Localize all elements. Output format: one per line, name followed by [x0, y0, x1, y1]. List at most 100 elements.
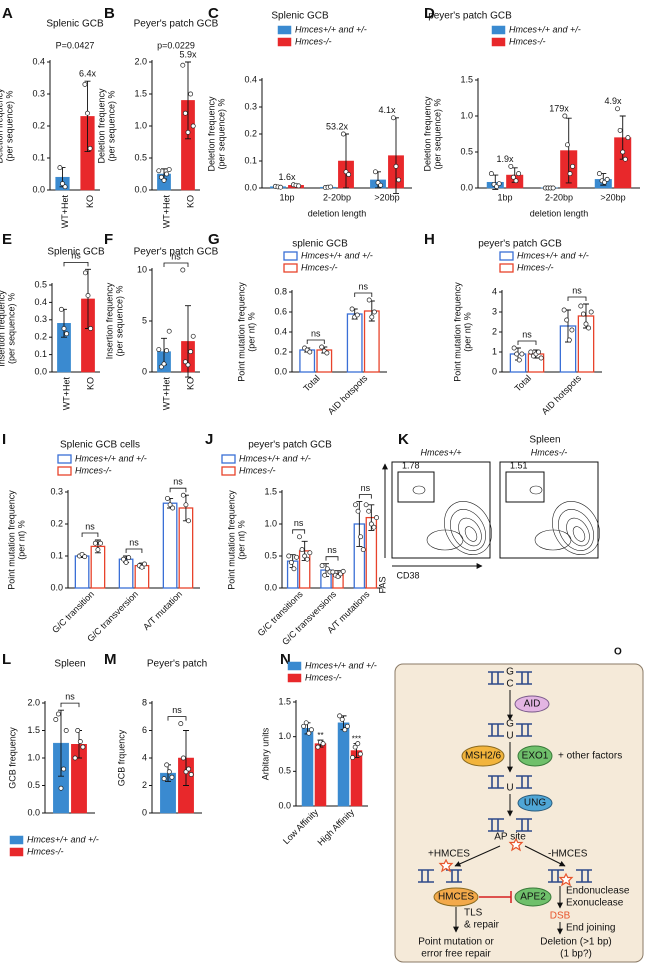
significance-bracket: [169, 487, 187, 493]
gate: [505, 471, 545, 503]
data-point: [378, 182, 384, 188]
significance-label: ns: [358, 281, 368, 291]
bar: [299, 349, 316, 373]
note: + other factors: [558, 751, 622, 762]
y-tick-label: 0.3: [244, 101, 257, 111]
x-tick-label: Total: [513, 373, 534, 394]
diagram-frame: [394, 663, 644, 963]
error-bar: [356, 501, 363, 547]
y-tick-label: 0.0: [460, 182, 473, 192]
data-point: [164, 348, 170, 354]
flow-panel: K Spleen Hmces+/+ Hmces-/- 1.78 1.51 FAS…: [377, 431, 600, 594]
panel-letter: A: [2, 5, 13, 22]
data-point: [488, 171, 494, 177]
y-tick-label: 1.0: [264, 518, 277, 528]
legend-label: Hmces-/-: [517, 262, 554, 272]
data-point: [344, 723, 350, 729]
legend-label: Hmces-/-: [301, 262, 338, 272]
data-point: [528, 349, 534, 355]
y-tick-label: 0.5: [134, 152, 147, 162]
data-point: [170, 505, 176, 511]
bar: [74, 555, 90, 589]
arrow: [524, 845, 566, 867]
legend-swatch: [277, 37, 292, 47]
significance-stars: ***: [352, 735, 361, 744]
legend-label: Hmces-/-: [239, 465, 276, 475]
flow-frame: [391, 461, 491, 559]
y-axis-label: FAS: [377, 576, 387, 593]
fold-label: 53.2x: [326, 121, 349, 131]
y-axis-label: Deletion frequency: [0, 88, 4, 164]
y-tick-label: 0.5: [27, 780, 40, 790]
data-point: [53, 717, 59, 722]
data-point: [185, 362, 191, 368]
panel-letter: E: [2, 231, 12, 248]
site-label: AP site: [494, 832, 526, 843]
legend-swatch: [221, 454, 236, 464]
data-point: [82, 81, 88, 87]
significance-label: ns: [311, 328, 321, 338]
significance-label: ns: [85, 521, 95, 531]
data-point: [301, 723, 307, 729]
data-point: [393, 163, 399, 169]
panel-title: peyer's patch GCB: [428, 11, 512, 22]
fold-label: 6.4x: [79, 69, 97, 79]
x-tick-label: 2-20bp: [545, 192, 573, 202]
data-point: [346, 172, 352, 177]
data-point: [72, 755, 78, 761]
data-point: [514, 351, 520, 357]
flow-frame: [499, 461, 599, 559]
y-tick-label: 0.2: [34, 332, 47, 342]
data-point: [182, 110, 188, 116]
legend-label: Hmces+/+ and +/-: [509, 24, 581, 34]
data-point: [620, 149, 626, 155]
x-axis-label: deletion length: [308, 208, 367, 218]
data-point: [366, 297, 372, 303]
data-point: [164, 171, 170, 177]
significance-bracket: [163, 262, 189, 267]
data-point: [374, 515, 379, 521]
y-axis-label: Point mutation frequency: [452, 282, 462, 382]
data-point: [617, 127, 623, 133]
y-tick-label: 0.0: [134, 184, 147, 194]
enzyme-label: APE2: [520, 892, 546, 903]
panel-title: Peyer's patch: [147, 659, 207, 670]
panel-letter: F: [104, 231, 113, 248]
data-point: [188, 349, 194, 355]
data-point: [180, 755, 186, 761]
data-point: [304, 556, 310, 562]
data-point: [166, 167, 172, 172]
y-axis-label: (per sequence) %: [106, 90, 116, 161]
y-axis-label: Deletion frequency: [422, 96, 432, 172]
enzyme-label: HMCES: [438, 892, 474, 903]
data-point: [358, 534, 364, 540]
y-tick-label: 0.0: [244, 182, 257, 192]
bar: [346, 313, 363, 373]
legend-label: Hmces+/+ and +/-: [517, 250, 589, 260]
diagram: O G C AID G U MSH2/6 EXO1 + other factor…: [394, 647, 644, 963]
panel-letter: K: [398, 431, 409, 448]
legend-swatch: [491, 37, 506, 47]
data-point: [158, 174, 164, 180]
y-axis-label: (per nt) %: [462, 312, 472, 352]
y-tick-label: 10: [137, 264, 147, 274]
data-point: [286, 553, 292, 559]
data-point: [352, 502, 358, 508]
legend-swatch: [221, 466, 236, 476]
data-point: [315, 744, 321, 750]
sample-label: Hmces-/-: [531, 447, 568, 457]
tls: & repair: [464, 920, 500, 931]
legend-label: Hmces+/+ and +/-: [239, 453, 311, 463]
panel-title: peyer's patch GCB: [248, 440, 332, 451]
data-point: [562, 113, 568, 119]
y-tick-label: 0.5: [34, 279, 47, 289]
y-tick-label: 2.0: [27, 697, 40, 707]
legend-label: Hmces-/-: [75, 465, 112, 475]
inhibition: [479, 891, 512, 903]
y-axis-label: (per sequence) %: [6, 293, 16, 364]
significance-label: ns: [71, 251, 81, 261]
data-point: [161, 361, 167, 367]
data-point: [95, 547, 101, 553]
significance-bracket: [354, 292, 373, 297]
